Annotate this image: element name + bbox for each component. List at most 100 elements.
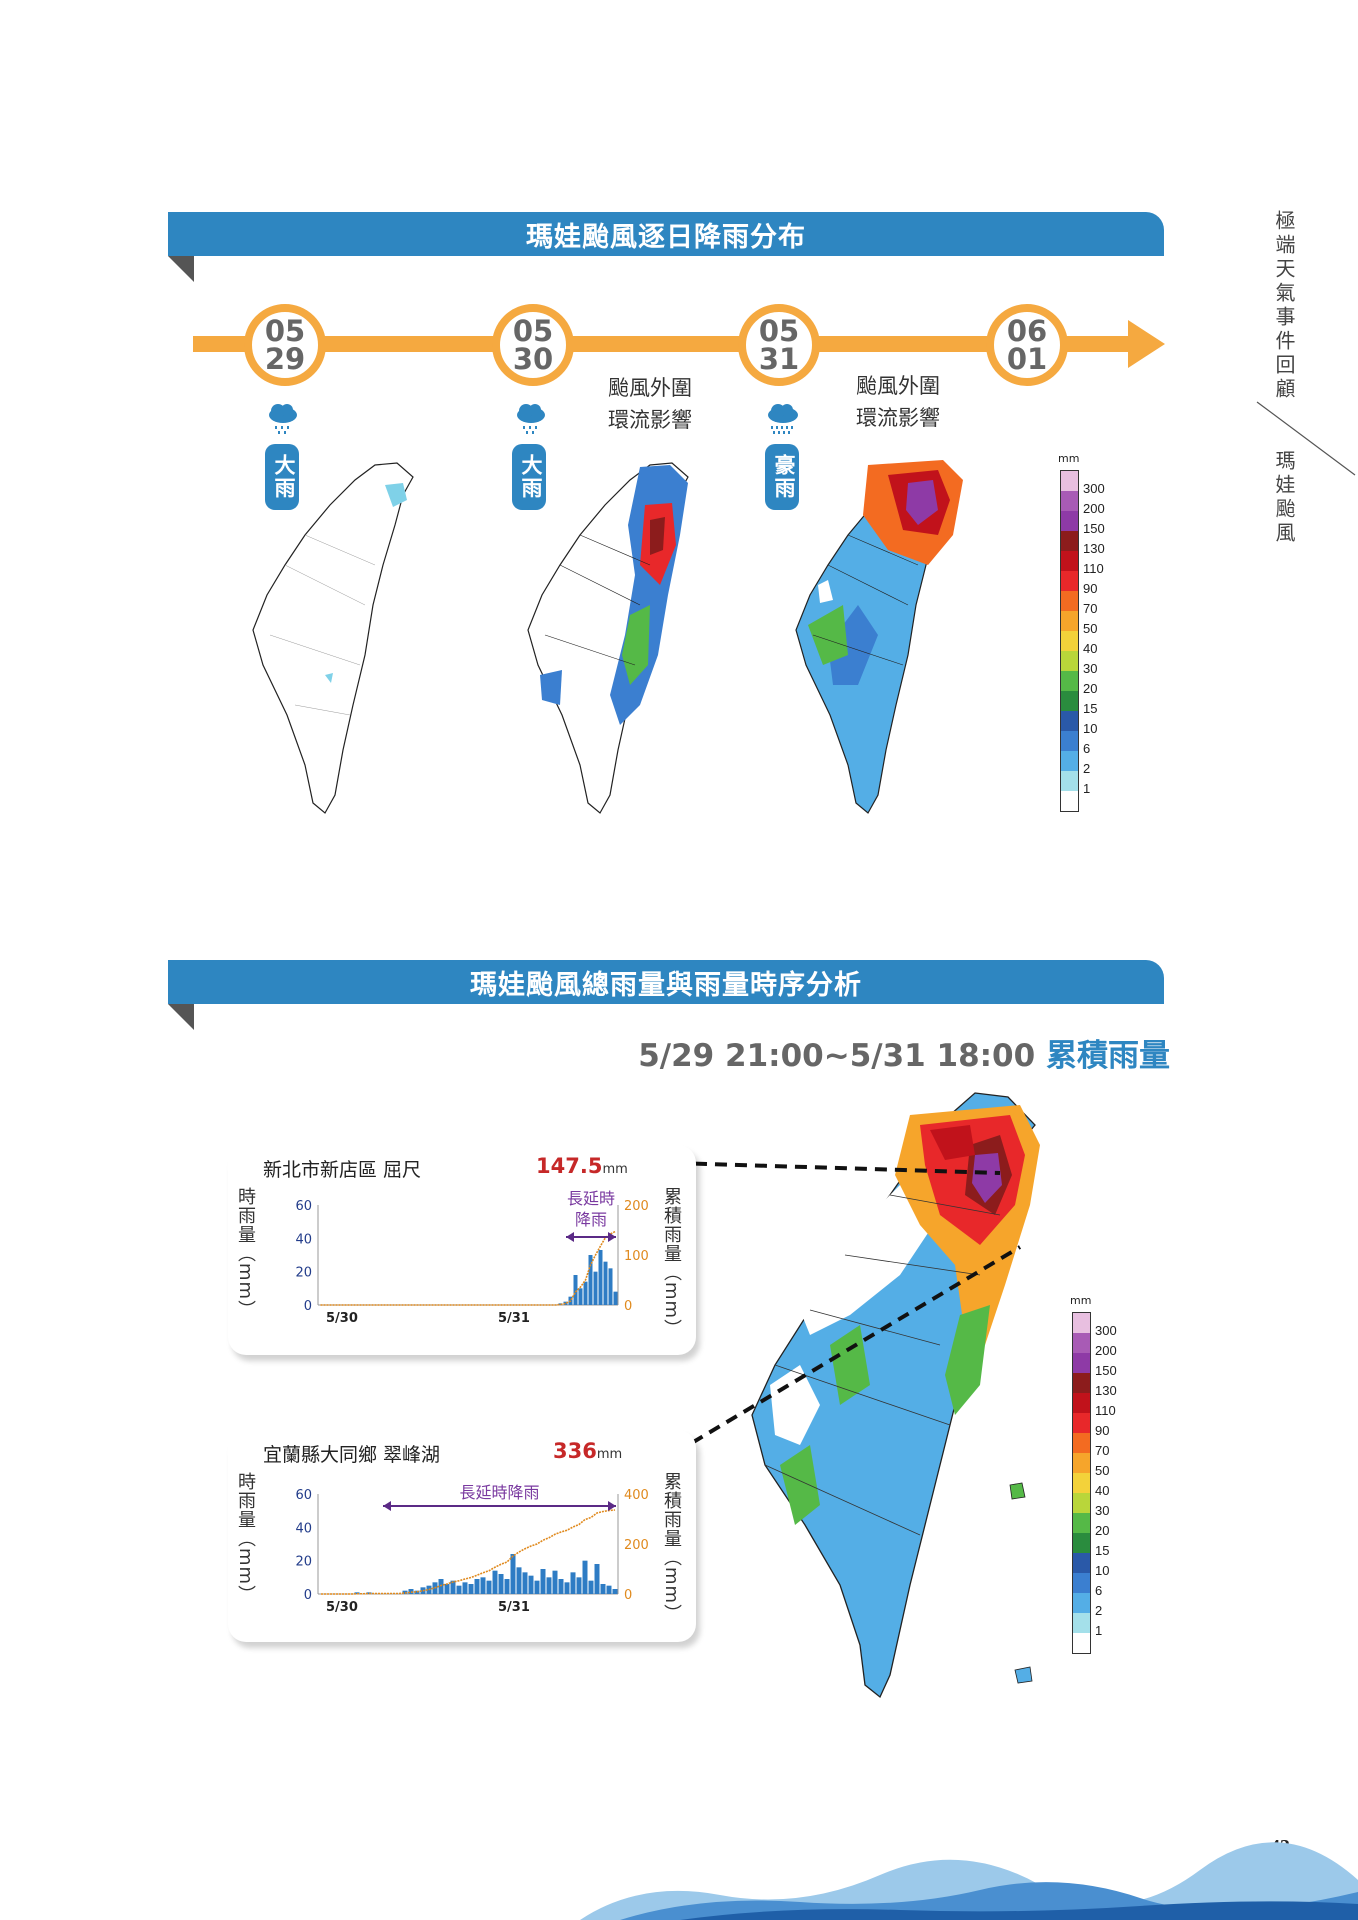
- y2-tick-label: 200: [624, 1538, 648, 1553]
- legend-swatch: [1073, 1633, 1090, 1653]
- legend-label: 2: [1083, 761, 1091, 776]
- y-tick-label: 60: [295, 1488, 312, 1503]
- hourly-bar: [606, 1585, 612, 1594]
- hourly-bar: [608, 1268, 613, 1305]
- hourly-bar: [444, 1584, 450, 1594]
- legend-swatch: [1073, 1473, 1090, 1493]
- hourly-bar: [588, 1580, 594, 1594]
- section2-banner: 瑪娃颱風總雨量與雨量時序分析: [168, 960, 1164, 1004]
- legend-swatch: [1061, 711, 1078, 731]
- weather-badge-0531: 豪雨: [765, 444, 799, 510]
- legend-swatch: [1061, 531, 1078, 551]
- section2-banner-fold: [168, 1004, 194, 1030]
- hourly-bar: [540, 1569, 546, 1594]
- hourly-bar: [456, 1585, 462, 1594]
- section1-title: 瑪娃颱風逐日降雨分布: [526, 221, 806, 253]
- legend-label: 2: [1095, 1603, 1103, 1618]
- legend-swatch: [1073, 1533, 1090, 1553]
- legend-label: 6: [1095, 1583, 1103, 1598]
- legend2-unit: mm: [1070, 1294, 1092, 1307]
- legend-label: 200: [1083, 501, 1105, 516]
- legend-label: 150: [1083, 521, 1105, 536]
- hourly-bar: [534, 1580, 540, 1594]
- hourly-bar: [588, 1255, 593, 1305]
- x-tick-label: 5/30: [326, 1600, 358, 1614]
- legend-label: 200: [1095, 1343, 1117, 1358]
- hourly-bar: [570, 1572, 576, 1594]
- legend-label: 15: [1083, 701, 1098, 716]
- section1-banner-fold: [168, 256, 194, 282]
- legend1-color-bar: [1060, 470, 1079, 812]
- legend-swatch: [1073, 1333, 1090, 1353]
- legend-swatch: [1073, 1613, 1090, 1633]
- legend-label: 6: [1083, 741, 1091, 756]
- hourly-bar: [510, 1554, 516, 1594]
- weather-badge-0529: 大雨: [265, 444, 299, 510]
- station-name: 宜蘭縣大同鄉 翠峰湖: [263, 1444, 441, 1466]
- rainfall-map-0530: [527, 462, 689, 814]
- legend-swatch: [1073, 1393, 1090, 1413]
- legend-label: 10: [1095, 1563, 1110, 1578]
- hourly-bar: [492, 1570, 498, 1594]
- legend-label: 300: [1083, 481, 1105, 496]
- annotation-arrowhead-right: [608, 1501, 616, 1511]
- station-name: 新北市新店區 屈尺: [263, 1159, 422, 1181]
- legend-swatch: [1073, 1373, 1090, 1393]
- legend-label: 10: [1083, 721, 1098, 736]
- legend-label: 110: [1083, 561, 1104, 576]
- hourly-bar: [578, 1288, 583, 1305]
- hourly-bar: [564, 1582, 570, 1594]
- hourly-bar: [612, 1589, 618, 1594]
- hourly-bar: [600, 1584, 606, 1594]
- legend-swatch: [1061, 511, 1078, 531]
- legend-label: 130: [1095, 1383, 1117, 1398]
- station-card-qu-chi: 新北市新店區 屈尺 147.5mm 時雨量（mm） 累積雨量（mm） 0 20 40…: [228, 1145, 696, 1355]
- hourly-bar: [594, 1564, 600, 1594]
- note-0530: 颱風外圍 環流影響: [608, 376, 692, 432]
- y-tick-label: 20: [295, 1555, 312, 1570]
- legend-swatch: [1073, 1493, 1090, 1513]
- legend-swatch: [1061, 771, 1078, 791]
- legend-label: 40: [1095, 1483, 1110, 1498]
- legend-swatch: [1061, 471, 1078, 491]
- legend-swatch: [1073, 1353, 1090, 1373]
- right-axis-label: 累積雨量（mm）: [661, 1187, 682, 1339]
- y-tick-label: 60: [295, 1199, 312, 1214]
- legend-label: 20: [1083, 681, 1098, 696]
- weather-badge-0530: 大雨: [512, 444, 546, 510]
- x-tick-label: 5/31: [498, 1311, 530, 1325]
- legend-label: 130: [1083, 541, 1105, 556]
- station-card-cui-feng-lake: 宜蘭縣大同鄉 翠峰湖 336mm 時雨量（mm） 累積雨量（mm） 0 20 40 6…: [228, 1430, 696, 1642]
- hourly-bar: [438, 1579, 444, 1594]
- legend-label: 70: [1095, 1443, 1110, 1458]
- total-rainfall-map: [751, 1092, 1040, 1699]
- hourly-bar: [522, 1572, 528, 1594]
- y-tick-label: 40: [295, 1232, 312, 1247]
- legend-swatch: [1073, 1593, 1090, 1613]
- legend-swatch: [1073, 1553, 1090, 1573]
- legend-label: 90: [1083, 581, 1098, 596]
- station-total: 336mm: [553, 1439, 623, 1463]
- legend-label: 30: [1083, 661, 1098, 676]
- hourly-bar: [468, 1584, 474, 1594]
- hourly-bar: [593, 1271, 598, 1305]
- annotation-text: 降雨: [575, 1210, 607, 1229]
- legend2-color-bar: [1072, 1312, 1091, 1654]
- legend-swatch: [1061, 791, 1078, 811]
- legend-swatch: [1061, 611, 1078, 631]
- station-chart-cui-feng-lake: 0 20 40 60 0 200 400 5/30 5/31 長延時降雨: [295, 1483, 648, 1614]
- side-tab-divider: [1256, 401, 1356, 476]
- side-tab-chapter: 極端天氣事件回顧: [1272, 210, 1296, 402]
- legend-swatch: [1073, 1413, 1090, 1433]
- left-axis-label: 時雨量（mm）: [235, 1472, 256, 1605]
- hourly-bar: [474, 1579, 480, 1594]
- x-tick-label: 5/30: [326, 1311, 358, 1325]
- legend-swatch: [1061, 551, 1078, 571]
- date-circle-0531: 05 31: [738, 304, 820, 386]
- legend-label: 1: [1083, 781, 1091, 796]
- hourly-bar: [573, 1275, 578, 1305]
- hourly-bar: [552, 1570, 558, 1594]
- annotation-arrowhead-left: [566, 1232, 574, 1242]
- cumulative-line: [320, 1230, 616, 1306]
- section1-banner: 瑪娃颱風逐日降雨分布: [168, 212, 1164, 256]
